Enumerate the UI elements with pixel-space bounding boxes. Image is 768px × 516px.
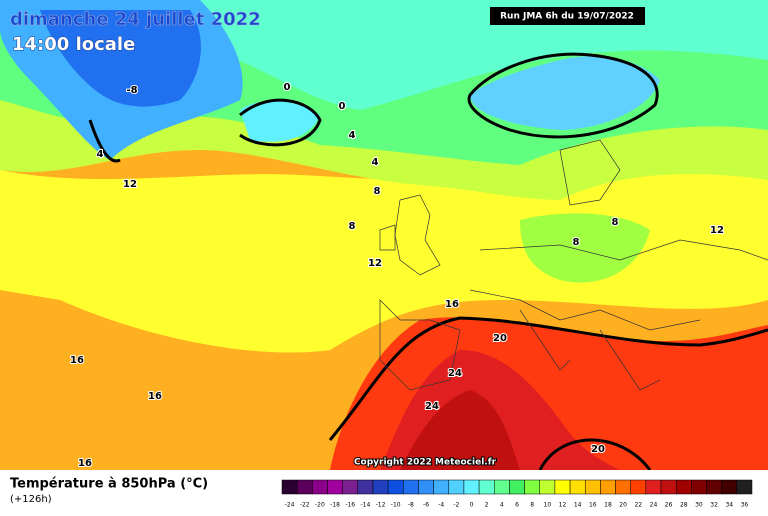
scale-swatch [554, 479, 571, 495]
scale-swatch [327, 479, 343, 495]
scale-label: 26 [665, 502, 673, 509]
scale-label: -2 [453, 502, 459, 509]
scale-swatch [584, 479, 601, 495]
contour-label: 16 [70, 355, 84, 366]
scale-label: 8 [530, 502, 534, 509]
contour-label: 8 [573, 237, 580, 248]
scale-label: -12 [376, 502, 386, 509]
contour-label: 16 [445, 299, 459, 310]
contour-label: 0 [284, 82, 291, 93]
contour-label: 12 [368, 258, 382, 269]
scale-swatch [660, 479, 677, 495]
scale-label: 6 [515, 502, 519, 509]
scale-label: 4 [500, 502, 504, 509]
contour-label: 20 [493, 333, 507, 344]
scale-swatch [539, 479, 556, 495]
scale-label: -22 [300, 502, 310, 509]
scale-swatch [281, 479, 298, 495]
scale-label: 36 [741, 502, 749, 509]
scale-swatch [478, 479, 495, 495]
scale-label: 12 [559, 502, 567, 509]
contour-label: -8 [126, 85, 137, 96]
scale-label: 10 [544, 502, 552, 509]
scale-swatch [433, 479, 450, 495]
scale-swatch [296, 479, 313, 495]
scale-label: -10 [391, 502, 401, 509]
contour-label: 20 [591, 444, 605, 455]
scale-label: -14 [360, 502, 370, 509]
scale-label: 34 [725, 502, 733, 509]
scale-swatch [509, 479, 525, 495]
scale-label: 28 [680, 502, 688, 509]
scale-label: -20 [315, 502, 325, 509]
scale-swatch [448, 479, 465, 495]
scale-label: 18 [604, 502, 612, 509]
scale-label: -4 [438, 502, 444, 509]
contour-labels: -8 0 0 4 4 12 4 8 8 12 8 8 12 16 20 16 16 24 24 16 20 [69, 81, 725, 470]
run-info: Run JMA 6h du 19/07/2022 [500, 12, 634, 22]
scale-label: -8 [408, 502, 414, 509]
scale-swatch [569, 479, 586, 495]
contour-label: 4 [372, 157, 379, 168]
scale-swatch [312, 479, 328, 495]
scale-swatch [403, 479, 419, 495]
scale-label: 0 [470, 502, 474, 509]
variable-name: Température à 850hPa (°C) [10, 477, 208, 492]
scale-label: 22 [634, 502, 642, 509]
color-scale: -24 -22 -20 -18 -16 -14 -12 -10 -8 -6 -4 -2 0 2 4 6 8 10 1… [281, 479, 753, 509]
scale-swatch [524, 479, 540, 495]
scale-swatch [615, 479, 631, 495]
scale-swatch [342, 479, 359, 495]
scale-label: 24 [650, 502, 658, 509]
contour-label: 8 [612, 217, 619, 228]
scale-swatch [494, 479, 510, 495]
contour-label: 0 [339, 101, 346, 112]
scale-swatch [600, 479, 616, 495]
scale-swatch [706, 479, 722, 495]
scale-label: 20 [619, 502, 627, 509]
map-field [0, 0, 768, 471]
contour-label: 16 [78, 458, 92, 469]
scale-swatch [721, 479, 738, 495]
contour-label: 16 [148, 391, 162, 402]
map-title: dimanche 24 juillet 2022 [10, 9, 261, 30]
scale-label: 2 [485, 502, 489, 509]
scale-label: 16 [589, 502, 597, 509]
contour-label: 8 [349, 221, 356, 232]
scale-label: -24 [285, 502, 295, 509]
scale-swatch [372, 479, 389, 495]
scale-swatch [418, 479, 434, 495]
scale-swatch [645, 479, 662, 495]
lead-time: (+126h) [10, 494, 52, 505]
scale-label: -16 [345, 502, 355, 509]
contour-label: 8 [374, 186, 381, 197]
map-time: 14:00 locale [12, 34, 135, 55]
scale-label: 32 [710, 502, 718, 509]
contour-label: 4 [349, 130, 356, 141]
scale-swatch [630, 479, 647, 495]
contour-label: 12 [710, 225, 724, 236]
scale-swatch [675, 479, 692, 495]
copyright: Copyright 2022 Meteociel.fr [354, 458, 497, 468]
scale-label: 30 [695, 502, 703, 509]
scale-label: -18 [330, 502, 340, 509]
contour-label: 24 [425, 401, 439, 412]
scale-swatch [691, 479, 707, 495]
scale-swatch [357, 479, 374, 495]
contour-label: 12 [123, 179, 137, 190]
scale-swatch [387, 479, 404, 495]
scale-swatch [736, 479, 753, 495]
run-box [490, 7, 645, 25]
scale-label: 14 [574, 502, 582, 509]
scale-swatch [463, 479, 480, 495]
contour-label: 4 [97, 149, 104, 160]
contour-label: 24 [448, 368, 462, 379]
scale-label: -6 [423, 502, 429, 509]
